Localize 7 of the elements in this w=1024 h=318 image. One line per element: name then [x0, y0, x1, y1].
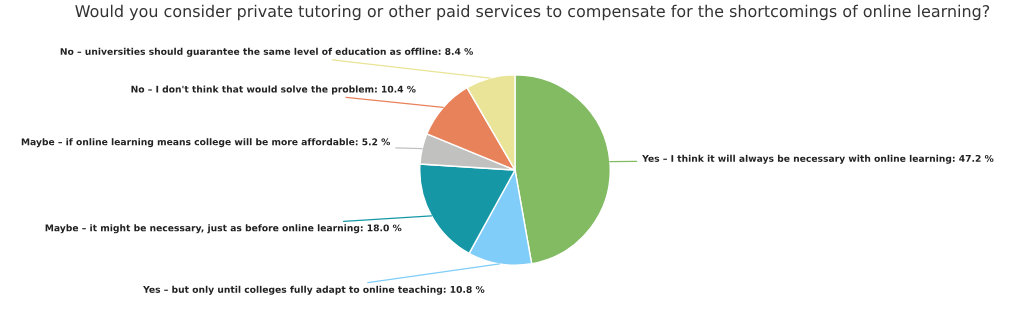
slice-label: Yes – but only until colleges fully adapt to online teaching: 10.8 %	[143, 285, 485, 295]
slice-label: No – I don't think that would solve the problem: 10.4 %	[131, 85, 416, 95]
slice-label: No – universities should guarantee the same level of education as offline: 8.4 %	[60, 47, 473, 57]
slice-label: Maybe – it might be necessary, just as before online learning: 18.0 %	[45, 224, 402, 234]
chart-title: Would you consider private tutoring or other paid services to compensate for the shortcomings of online learning?	[75, 4, 990, 21]
slice-label: Yes – I think it will always be necessary with online learning: 47.2 %	[642, 154, 994, 164]
slice-label: Maybe – if online learning means college will be more affordable: 5.2 %	[21, 138, 391, 148]
